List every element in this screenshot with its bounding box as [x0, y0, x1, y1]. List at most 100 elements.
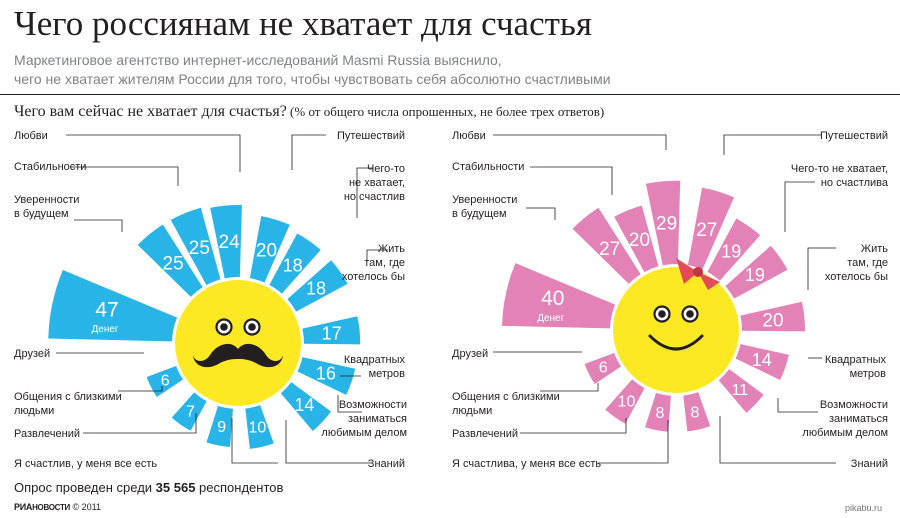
category-label-men-9: Жить там, где хотелось бы — [342, 243, 405, 283]
category-label-women-7: Путешествий — [820, 130, 888, 142]
survey-footnote: Опрос проведен среди 35 565 респондентов — [14, 480, 283, 495]
category-label-women-9: Жить там, где хотелось бы — [825, 243, 888, 283]
category-label-women-6: Я счастлива, у меня все есть — [452, 458, 601, 470]
bar-men-11 — [206, 405, 233, 447]
pupil-women-1 — [686, 310, 694, 318]
leader-men-travel — [291, 134, 326, 170]
category-labels-women: Любви Стабильности Уверенности в будущем Дру… — [452, 130, 889, 470]
value-label-women-7: 20 — [762, 310, 783, 331]
category-label-women-8: Чего-то не хватает, но счастлива — [791, 163, 889, 189]
leader-men-love — [66, 134, 241, 172]
bar-men-13 — [146, 365, 184, 397]
leader-women-travel — [723, 134, 821, 155]
value-label-women-9: 11 — [732, 382, 749, 399]
logo-novosti: НОВОСТИ — [32, 503, 70, 512]
category-labels-men: Любви Стабильности Уверенности в будущем Дру… — [14, 130, 407, 470]
bar-men-3 — [210, 205, 242, 279]
subtitle-line-2: чего не хватает жителям России для того,… — [14, 71, 611, 87]
category-label-women-11: Возможности заниматься любимым делом — [802, 399, 888, 439]
category-label-women-12: Знаний — [851, 458, 888, 470]
bar-women-1 — [572, 207, 641, 284]
leader-women-live — [807, 247, 836, 290]
leader-men-live — [366, 249, 388, 262]
question-note: (% от общего числа опрошенных, не более … — [286, 104, 605, 119]
category-label-men-0: Любви — [14, 130, 48, 142]
survey-count: 35 565 — [155, 480, 196, 495]
category-label-women-3: Друзей — [452, 348, 488, 360]
category-label-women-10: Квадратных метров — [825, 354, 887, 380]
leader-women-relatives — [540, 383, 599, 392]
value-label-men-9: 14 — [294, 395, 314, 415]
category-label-men-1: Стабильности — [14, 161, 86, 173]
bar-women-6 — [725, 245, 788, 299]
value-label-women-13: 6 — [599, 360, 608, 377]
leader-women-lacking — [784, 181, 815, 232]
bar-women-12 — [605, 379, 645, 424]
category-label-men-4: Общения с близкими людьми — [14, 391, 122, 417]
bar-men-10 — [245, 405, 274, 449]
category-label-men-10: Квадратных метров — [344, 354, 406, 380]
value-label-men-8: 16 — [316, 364, 336, 384]
value-label-women-0: 40 — [541, 287, 564, 310]
value-label-men-6: 18 — [306, 279, 326, 299]
leader-women-hobby — [777, 398, 818, 413]
value-label-women-3: 29 — [656, 213, 677, 234]
bar-women-3 — [645, 180, 681, 266]
bar-women-8 — [735, 344, 789, 380]
bar-women-11 — [645, 392, 671, 432]
bow-icon — [676, 258, 720, 290]
value-label-men-12: 7 — [186, 403, 195, 420]
leader-men-happy — [231, 418, 278, 464]
category-label-men-6: Я счастлив, у меня все есть — [14, 458, 157, 470]
leader-men-lacking — [356, 167, 373, 218]
value-label-women-11: 8 — [656, 405, 665, 422]
value-label-men-5: 18 — [283, 255, 303, 275]
value-label-women-8: 14 — [752, 350, 772, 370]
bar-men-2 — [170, 207, 221, 286]
bar-men-12 — [171, 392, 207, 431]
category-label-men-3: Друзей — [14, 348, 50, 360]
category-label-men-8: Чего-то не хватает, но счастлив — [344, 163, 405, 203]
mustache-icon — [193, 343, 283, 368]
copyright: © 2011 — [72, 502, 102, 512]
survey-prefix: Опрос проведен среди — [14, 480, 156, 495]
category-label-men-2: Уверенности в будущем — [14, 194, 79, 220]
bar-women-5 — [707, 218, 761, 281]
value-label-women-10: 8 — [690, 404, 699, 421]
pupil-men-1 — [248, 323, 256, 331]
bar-men-5 — [269, 233, 321, 294]
bar-men-7 — [302, 316, 361, 345]
category-label-women-5: Развлечений — [452, 428, 518, 440]
category-label-men-5: Развлечений — [14, 428, 80, 440]
bar-women-2 — [614, 205, 659, 273]
leader-men-knowledge — [285, 420, 372, 464]
leader-women-stability — [530, 166, 613, 195]
leader-men-confidence — [74, 219, 123, 232]
bar-men-0 — [48, 270, 178, 342]
ria-novosti-logo: РИАНОВОСТИ © 2011 — [14, 502, 101, 512]
leader-women-confidence — [526, 207, 556, 220]
bar-men-8 — [297, 357, 356, 395]
bar-men-1 — [137, 224, 203, 297]
leader-women-fun — [520, 418, 627, 434]
category-label-women-0: Любви — [452, 130, 486, 142]
subtitle-line-1: Маркетинговое агентство интернет-исследо… — [14, 52, 502, 68]
bar-women-10 — [683, 392, 711, 432]
leader-men-stability — [70, 166, 179, 186]
value-label-men-10: 10 — [249, 420, 267, 437]
value-label-men-0: 47 — [95, 299, 118, 322]
value-label-women-6: 19 — [745, 265, 765, 285]
value-label-men-4: 20 — [256, 240, 277, 261]
value-label-men-3: 24 — [219, 232, 241, 253]
bar-women-7 — [740, 301, 805, 332]
page-title: Чего россиянам не хватает для счастья — [14, 4, 592, 43]
value-label-women-1: 27 — [599, 239, 620, 260]
bar-women-13 — [584, 352, 622, 384]
value-label-men-11: 9 — [217, 419, 226, 436]
value-label-men-13: 6 — [161, 373, 170, 390]
leader-men-hobby — [337, 395, 362, 413]
value-label-men-2: 25 — [189, 238, 210, 259]
bar-men-4 — [249, 216, 290, 283]
